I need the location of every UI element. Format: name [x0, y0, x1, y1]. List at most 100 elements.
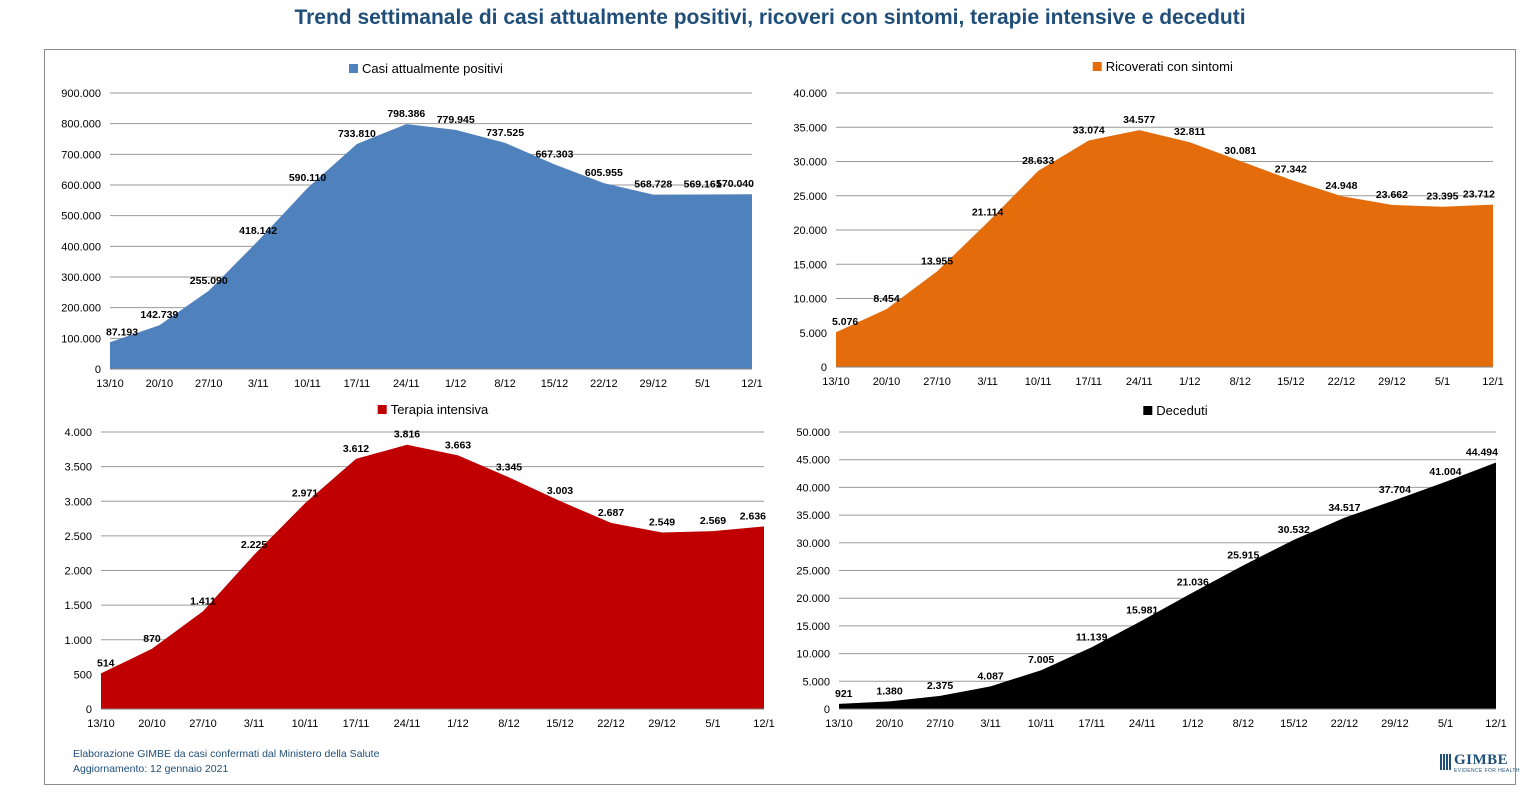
x-tick-label: 29/12: [1381, 718, 1409, 730]
legend-swatch: [377, 405, 387, 414]
x-tick-label: 20/10: [873, 376, 901, 388]
y-tick-label: 0: [824, 704, 830, 716]
data-label: 41.004: [1429, 466, 1461, 478]
y-tick-label: 25.000: [793, 191, 827, 203]
y-tick-label: 45.000: [796, 455, 830, 467]
area-series: [110, 124, 752, 370]
x-tick-label: 15/12: [541, 378, 569, 390]
y-tick-label: 4.000: [64, 427, 92, 439]
legend-label: Terapia intensiva: [391, 402, 489, 417]
data-label: 418.142: [239, 225, 277, 237]
y-tick-label: 200.000: [61, 303, 101, 315]
legend-label: Casi attualmente positivi: [362, 61, 503, 76]
data-label: 23.395: [1426, 191, 1458, 203]
data-label: 25.915: [1227, 549, 1259, 561]
data-label: 733.810: [338, 128, 376, 140]
data-label: 34.517: [1328, 502, 1360, 514]
data-label: 44.494: [1466, 447, 1498, 459]
data-label: 3.612: [343, 443, 369, 455]
data-label: 5.076: [832, 316, 858, 328]
x-tick-label: 27/10: [195, 378, 223, 390]
x-tick-label: 1/12: [1179, 376, 1200, 388]
data-label: 32.811: [1174, 126, 1206, 138]
footer-update-line: Aggiornamento: 12 gennaio 2021: [73, 763, 229, 775]
y-tick-label: 1.500: [64, 600, 92, 612]
area-series: [839, 462, 1496, 709]
x-tick-label: 17/11: [1075, 376, 1102, 388]
data-label: 2.687: [598, 507, 624, 519]
data-label: 34.577: [1123, 114, 1155, 126]
data-label: 3.345: [496, 461, 522, 473]
x-tick-label: 29/12: [648, 718, 676, 730]
x-tick-label: 22/12: [1331, 718, 1359, 730]
data-label: 15.981: [1126, 604, 1158, 616]
data-label: 2.225: [241, 539, 267, 551]
x-tick-label: 5/1: [695, 378, 710, 390]
y-tick-label: 30.000: [793, 157, 827, 169]
data-label: 87.193: [106, 326, 138, 338]
data-label: 7.005: [1028, 654, 1054, 666]
data-label: 2.971: [292, 487, 318, 499]
x-tick-label: 10/11: [1025, 376, 1052, 388]
legend-label: Ricoverati con sintomi: [1106, 59, 1233, 74]
data-label: 2.549: [649, 516, 675, 528]
y-tick-label: 800.000: [61, 119, 101, 131]
data-label: 568.728: [634, 179, 672, 191]
x-tick-label: 8/12: [498, 718, 519, 730]
x-tick-label: 17/11: [344, 378, 371, 390]
data-label: 24.948: [1325, 180, 1357, 192]
data-label: 514: [97, 657, 115, 669]
y-tick-label: 35.000: [793, 122, 827, 134]
x-tick-label: 13/10: [825, 718, 853, 730]
x-tick-label: 12/1: [753, 718, 774, 730]
data-label: 23.712: [1463, 189, 1495, 201]
x-tick-label: 22/12: [1328, 376, 1356, 388]
x-tick-label: 10/11: [294, 378, 321, 390]
x-tick-label: 27/10: [923, 376, 951, 388]
y-tick-label: 300.000: [61, 272, 101, 284]
x-tick-label: 15/12: [546, 718, 574, 730]
x-tick-label: 12/1: [741, 378, 762, 390]
data-label: 569.161: [684, 178, 722, 190]
x-tick-label: 1/12: [1182, 718, 1203, 730]
y-tick-label: 600.000: [61, 180, 101, 192]
x-tick-label: 20/10: [138, 718, 166, 730]
y-tick-label: 40.000: [793, 88, 827, 100]
x-tick-label: 5/1: [705, 718, 720, 730]
data-label: 3.003: [547, 485, 573, 497]
x-tick-label: 1/12: [447, 718, 468, 730]
y-tick-label: 500.000: [61, 211, 101, 223]
y-tick-label: 20.000: [793, 225, 827, 237]
data-label: 30.081: [1224, 145, 1256, 157]
y-tick-label: 5.000: [802, 676, 830, 688]
y-tick-label: 0: [95, 364, 101, 376]
x-tick-label: 17/11: [1078, 718, 1105, 730]
legend-swatch: [1092, 62, 1102, 71]
x-tick-label: 12/1: [1485, 718, 1506, 730]
data-label: 798.386: [387, 108, 425, 120]
y-tick-label: 500: [74, 669, 92, 681]
data-label: 11.139: [1076, 631, 1108, 643]
y-tick-label: 20.000: [796, 593, 830, 605]
data-label: 33.074: [1073, 124, 1105, 136]
data-label: 779.945: [437, 114, 475, 126]
x-tick-label: 15/12: [1277, 376, 1305, 388]
data-label: 3.663: [445, 439, 471, 451]
x-tick-label: 3/11: [248, 378, 269, 390]
y-tick-label: 0: [821, 362, 827, 374]
x-tick-label: 24/11: [1129, 718, 1156, 730]
y-tick-label: 35.000: [796, 510, 830, 522]
x-tick-label: 24/11: [393, 378, 420, 390]
data-label: 737.525: [486, 127, 524, 139]
data-label: 255.090: [190, 275, 228, 287]
x-tick-label: 13/10: [87, 718, 115, 730]
y-tick-label: 3.500: [64, 462, 92, 474]
y-tick-label: 700.000: [61, 149, 101, 161]
charts-frame: [44, 49, 1516, 785]
x-tick-label: 29/12: [1378, 376, 1406, 388]
data-label: 1.411: [190, 595, 216, 607]
data-label: 27.342: [1275, 164, 1307, 176]
logo-mark-icon: [1440, 754, 1452, 770]
